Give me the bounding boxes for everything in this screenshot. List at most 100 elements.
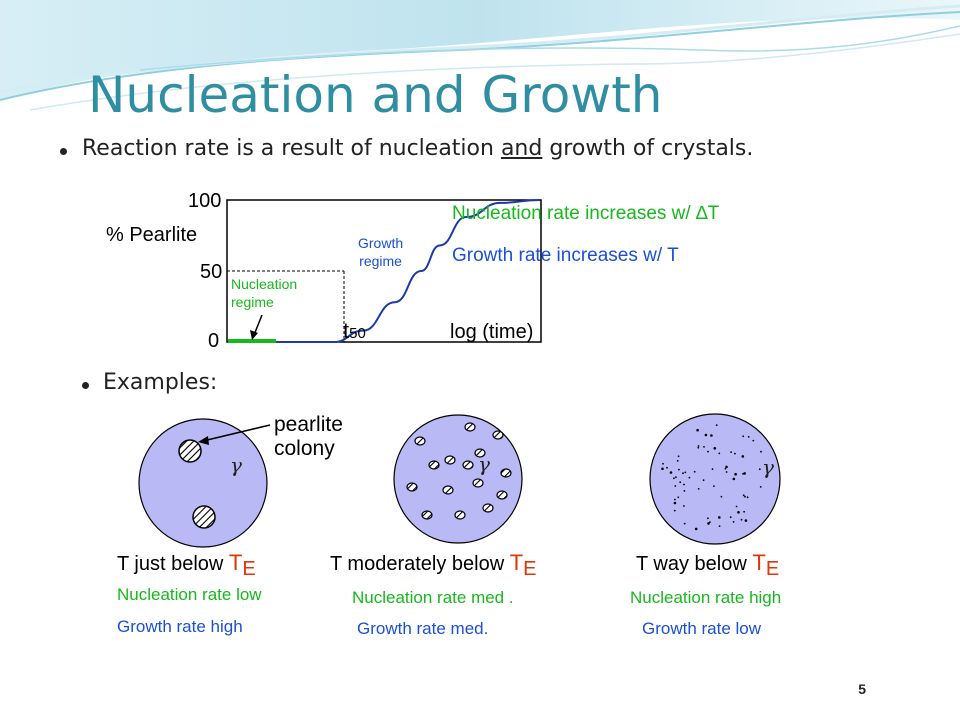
nucleus-dot [694,527,698,531]
nucleus-dot [742,473,744,475]
nucleus-dot [676,460,679,462]
nucleus-dot [674,498,676,501]
nucleation-regime-label: Nucleation regime [231,275,297,311]
bullet-text-post: growth of crystals. [542,136,754,161]
nucleus-dot [696,428,699,432]
growth-label-line1: Growth [358,235,404,251]
ytick-100: 100 [188,190,222,212]
nucleus-dot [743,510,745,513]
nucleus-dot [746,496,749,499]
nucleus-dot [703,446,705,448]
header-wave-decoration [0,0,960,111]
nucleus-dot [677,455,680,458]
t50-sub: 50 [349,325,366,342]
nucleus-dot [747,436,750,438]
nucleus-dot [742,494,745,497]
case2-te-sub: E [523,558,537,580]
nucleus-dot [729,516,732,519]
nucleus-dot [683,490,686,492]
case3-te-sub: E [765,558,780,580]
gamma-label-2: γ [478,452,490,476]
nucleus-dot [715,424,718,426]
note-nucleation-rate: Nucleation rate increases w/ ∆T [452,203,720,224]
nucleus-dot [732,477,736,481]
nucleus-dot [711,468,714,470]
nucleation-label-line2: regime [231,294,274,310]
nucleus-dot [752,439,755,442]
nucleus-dot [713,447,717,450]
gamma-label-1: γ [230,453,242,477]
small-colony [444,455,456,465]
nucleus-dot [661,467,664,471]
case3-temp-text: T way below [636,553,753,575]
nucleus-dot [759,486,762,488]
small-colony [414,436,426,446]
t50-main: t [343,318,350,343]
bullet-examples: Examples: [103,370,218,395]
slide-title: Nucleation and Growth [88,66,663,124]
case3-te: T [752,550,766,575]
case1-te-sub: E [242,558,256,580]
nucleus-dot [760,450,762,453]
nucleus-dot [741,455,745,458]
nucleus-dot [682,472,684,475]
case1-nucleation: Nucleation rate low [117,585,262,604]
t50-label: t50 [343,318,366,344]
case2-nucleation: Nucleation rate med . [352,588,514,607]
small-colony [421,510,433,520]
nucleus-dot [718,516,721,519]
nucleus-dot [666,466,668,469]
gamma-label-3: γ [762,455,774,479]
nucleus-dot [662,462,664,465]
nucleus-dot [725,471,728,473]
nucleus-dot [688,476,691,479]
nucleus-dot [697,488,700,490]
ytick-0: 0 [208,330,220,352]
circle-just-below [138,418,268,548]
page-number: 5 [858,681,866,697]
small-colony [462,460,474,470]
nucleus-dot [707,522,710,525]
nucleus-dot [735,505,738,508]
nucleus-dot [674,485,677,487]
nucleus-dot [693,470,696,473]
bullet-text-underlined: and [500,136,543,161]
nucleus-dot [758,468,761,471]
growth-label-line2: regime [359,253,402,269]
small-colony [454,510,466,520]
small-colony [482,503,494,513]
nucleation-label-line1: Nucleation [231,276,298,292]
small-colony [492,430,504,440]
small-colony [500,468,512,478]
nucleus-dot [742,435,745,438]
nucleus-dot [710,434,713,437]
nucleus-dot [734,452,736,455]
chart-xlabel: log (time) [450,321,534,343]
circle-way-below [649,413,781,545]
nucleus-dot [683,505,685,507]
nucleus-dot [673,509,676,512]
case2-te: T [509,550,524,575]
nucleus-dot [683,522,686,525]
small-colony [428,460,440,470]
nucleus-dot [684,471,687,474]
nucleus-dot [718,525,721,527]
nucleus-dot [718,452,721,455]
nucleus-dot [725,465,728,469]
nucleus-dot [730,451,732,453]
nucleus-dot [697,445,700,447]
growth-regime-label: Growth regime [358,234,403,270]
sigmoid-curve [276,199,541,343]
nucleus-dot [702,479,705,482]
many-nuclei [661,424,762,531]
case1-temp: T just below TE [117,550,256,580]
nucleus-dot [675,476,677,479]
pearlite-colony-label: pearlite colony [274,413,343,461]
case2-growth: Growth rate med. [357,619,489,638]
case3-nucleation: Nucleation rate high [630,588,782,607]
nucleus-dot [737,511,740,514]
small-colony [464,422,476,432]
chart-ylabel: % Pearlite [106,224,198,246]
pearlite-chart [226,199,542,343]
pearlite-colony-1 [178,439,202,463]
